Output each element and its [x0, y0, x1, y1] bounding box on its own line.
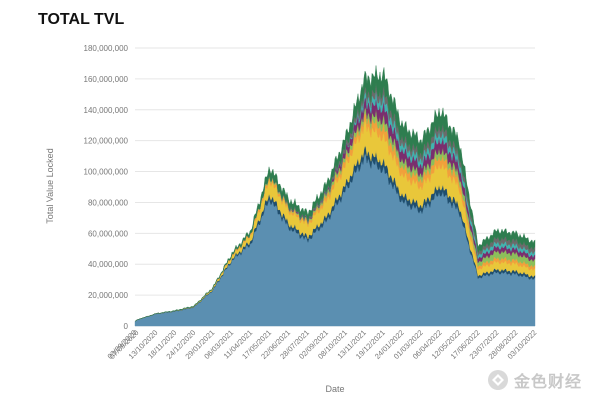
stacked-areas [134, 65, 536, 327]
y-tick-label: 160,000,000 [84, 75, 129, 84]
y-tick-labels: 0 20,000,000 40,000,000 60,000,000 80,000,00… [84, 44, 129, 331]
watermark: 金色财经 [487, 368, 582, 392]
y-axis-label: Total Value Locked [45, 148, 55, 223]
watermark-logo-icon [488, 370, 508, 390]
x-axis-label: Date [325, 384, 344, 394]
watermark-text: 金色财经 [514, 372, 583, 391]
y-tick-label: 100,000,000 [84, 168, 129, 177]
chart-title: TOTAL TVL [38, 11, 125, 28]
y-tick-label: 60,000,000 [88, 229, 129, 238]
y-tick-label: 80,000,000 [88, 198, 129, 207]
y-tick-label: 120,000,000 [84, 137, 129, 146]
y-tick-label: 180,000,000 [84, 44, 129, 53]
y-tick-label: 140,000,000 [84, 106, 129, 115]
y-tick-label: 20,000,000 [88, 291, 129, 300]
y-tick-label: 40,000,000 [88, 260, 129, 269]
area-series-9 [134, 65, 536, 322]
x-tick-labels: 03/09/202007/09/202013/10/202018/11/2020… [106, 328, 539, 361]
y-tick-label: 0 [124, 322, 129, 331]
